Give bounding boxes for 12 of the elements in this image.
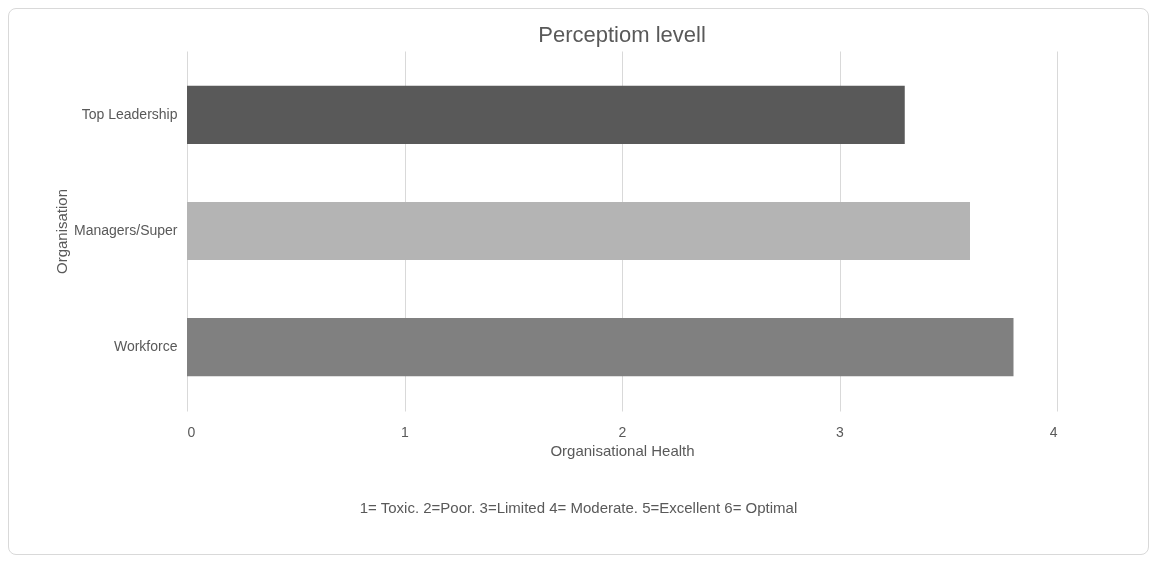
chart-title: Perceptiom levell bbox=[538, 22, 706, 47]
x-tick-label: 2 bbox=[618, 423, 627, 440]
x-axis-title: Organisational Health bbox=[550, 441, 695, 459]
x-tick-label: 3 bbox=[836, 423, 845, 440]
y-axis-title: Organisation bbox=[53, 188, 70, 275]
y-tick-label: Workforce bbox=[113, 338, 178, 355]
y-tick-label: Top Leadership bbox=[81, 105, 178, 122]
text: 1= Toxic. 2=Poor. 3=Limited 4= Moderate. 5=Excellent 6= Optimal bbox=[358, 499, 799, 516]
x-tick-label: 0 bbox=[187, 423, 196, 440]
x-tick-label: 1 bbox=[401, 423, 410, 440]
x-tick-label: 4 bbox=[1049, 423, 1058, 440]
y-tick-label: Managers/Super bbox=[73, 222, 178, 238]
